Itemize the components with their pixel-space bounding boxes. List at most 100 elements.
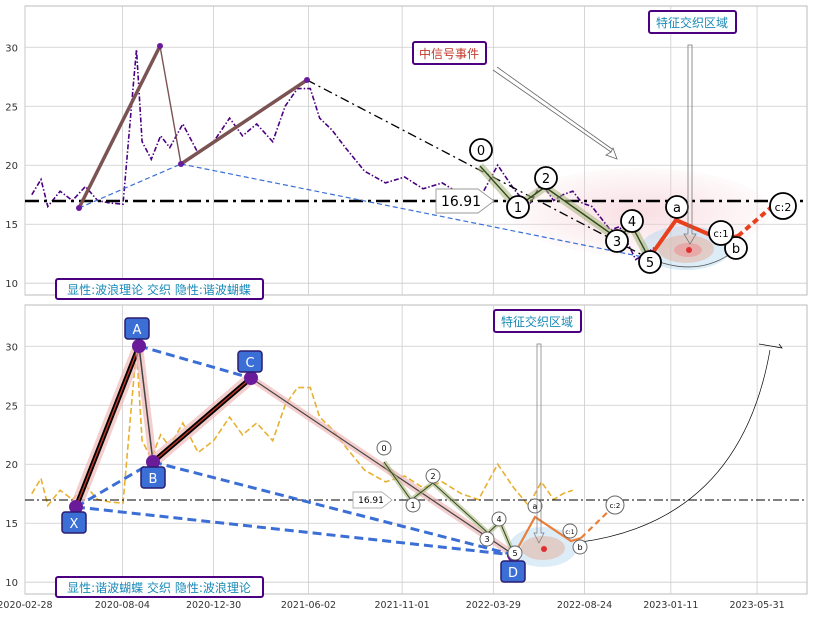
bottom-label-a: A bbox=[124, 317, 150, 340]
bottom-wave-label-1-text: 1 bbox=[410, 501, 415, 510]
top-wave-labels: 0 1 2 3 4 5 a b c:1 c:2 bbox=[469, 138, 797, 274]
bottom-wave-label-c2: c:2 bbox=[605, 495, 625, 515]
top-wave-label-1-text: 1 bbox=[514, 201, 522, 216]
bottom-label-x: X bbox=[61, 511, 87, 534]
bottom-wave-label-3-text: 3 bbox=[484, 535, 489, 544]
bottom-wave-label-5: 5 bbox=[507, 545, 523, 561]
bottom-wave-structure bbox=[381, 343, 783, 556]
bottom-curve-head bbox=[758, 343, 783, 349]
top-wave-label-2: 2 bbox=[534, 166, 558, 190]
top-ytick-label-0: 10 bbox=[5, 279, 18, 290]
top-wave-label-a: a bbox=[665, 195, 689, 219]
bottom-leg-bc-inner bbox=[152, 377, 252, 463]
top-point-a bbox=[157, 43, 163, 49]
top-wave-label-c2: c:2 bbox=[769, 192, 797, 220]
x-ticks: 2020-02-28 2020-08-04 2020-12-30 2021-06-02… bbox=[0, 600, 785, 611]
top-zone-annotation: 特征交织区域 bbox=[648, 10, 737, 245]
bottom-wave-labels: 0 1 2 3 4 5 a b c:1 c:2 bbox=[376, 440, 625, 561]
bottom-wave-label-b-text: b bbox=[577, 543, 582, 552]
top-wave-label-5-text: 5 bbox=[646, 256, 654, 271]
bottom-caption: 显性:谐波蝴蝶 交织 隐性:波浪理论 bbox=[55, 576, 264, 598]
top-caption-text: 显性:波浪理论 交织 隐性:谐波蝴蝶 bbox=[67, 282, 251, 297]
top-point-b bbox=[178, 161, 184, 167]
top-leg-bd bbox=[180, 163, 649, 259]
bottom-price-tag-text: 16.91 bbox=[358, 496, 384, 506]
top-wave-label-2-text: 2 bbox=[542, 172, 550, 187]
bottom-wave-label-0-text: 0 bbox=[381, 444, 386, 453]
top-leg-xb bbox=[78, 163, 182, 209]
bottom-wave-label-5-text: 5 bbox=[512, 549, 517, 558]
top-wave-label-c1-text: c:1 bbox=[713, 229, 728, 240]
bottom-wave-label-1: 1 bbox=[405, 497, 421, 513]
bottom-wave-label-c1-text: c:1 bbox=[565, 529, 574, 536]
bottom-label-x-text: X bbox=[70, 517, 79, 532]
bottom-wave-label-4-text: 4 bbox=[496, 515, 501, 524]
bot-ytick-label-1: 15 bbox=[5, 519, 18, 530]
bottom-wave-label-2: 2 bbox=[425, 468, 441, 484]
top-wave-label-0-text: 0 bbox=[477, 144, 485, 159]
bottom-point-x bbox=[69, 500, 83, 514]
top-wave-label-5: 5 bbox=[638, 250, 662, 274]
bottom-leg-xd bbox=[75, 505, 515, 557]
bot-ytick-label-3: 25 bbox=[5, 401, 18, 412]
top-zone-text: 特征交织区域 bbox=[656, 15, 728, 30]
bot-ytick-label-2: 20 bbox=[5, 460, 18, 471]
bottom-wave-label-c2-text: c:2 bbox=[610, 502, 621, 510]
top-price-tag-text: 16.91 bbox=[441, 194, 481, 210]
bottom-label-b-text: B bbox=[149, 472, 158, 487]
bottom-c2-line bbox=[580, 504, 616, 539]
bottom-label-b: B bbox=[140, 466, 166, 489]
bot-ytick-label-0: 10 bbox=[5, 578, 18, 589]
top-y-ticks: 10 15 20 25 30 bbox=[5, 43, 18, 290]
top-wave-label-4-text: 4 bbox=[628, 215, 636, 230]
bottom-zone-arrow bbox=[533, 343, 545, 544]
xtick-label-7: 2023-01-11 bbox=[643, 600, 698, 611]
bottom-leg-ab bbox=[138, 345, 154, 463]
top-wave-label-c1: c:1 bbox=[708, 220, 734, 246]
bottom-abc-line bbox=[513, 515, 582, 556]
bottom-leg-ac bbox=[138, 344, 252, 380]
bottom-leg-cd bbox=[250, 377, 515, 556]
top-zone-dot bbox=[686, 247, 692, 253]
bottom-wave-label-2-text: 2 bbox=[430, 472, 435, 481]
bottom-series bbox=[31, 348, 574, 508]
bottom-wave-label-a-text: a bbox=[533, 502, 538, 511]
bottom-wave-label-c1: c:1 bbox=[562, 523, 578, 539]
top-ytick-label-1: 15 bbox=[5, 220, 18, 231]
xtick-label-8: 2023-05-31 bbox=[729, 600, 784, 611]
top-wave-label-3-text: 3 bbox=[613, 235, 621, 250]
bottom-label-d: D bbox=[500, 560, 526, 583]
top-wave-label-b: b bbox=[724, 236, 748, 260]
bottom-label-c-text: C bbox=[245, 356, 254, 371]
xtick-label-6: 2022-08-24 bbox=[557, 600, 612, 611]
top-signal-arrow bbox=[492, 69, 618, 160]
top-price-tag: 16.91 bbox=[435, 188, 495, 214]
bottom-leg-xb bbox=[75, 460, 154, 509]
bottom-zone-text: 特征交织区域 bbox=[501, 314, 573, 329]
bottom-label-c: C bbox=[237, 350, 263, 373]
top-point-c bbox=[304, 77, 310, 83]
bottom-wave-label-0: 0 bbox=[376, 440, 392, 456]
bottom-wave-label-4: 4 bbox=[491, 511, 507, 527]
bottom-label-d-text: D bbox=[508, 566, 518, 581]
bottom-label-a-text: A bbox=[133, 323, 142, 338]
bottom-wave-label-b: b bbox=[572, 539, 588, 555]
top-signal-annotation: 中信号事件 bbox=[412, 41, 618, 160]
bottom-leg-xa-inner bbox=[75, 345, 140, 508]
bottom-wave-line bbox=[383, 461, 515, 556]
bottom-point-a bbox=[132, 339, 146, 353]
xtick-label-2: 2020-12-30 bbox=[186, 600, 241, 611]
top-ytick-label-3: 25 bbox=[5, 102, 18, 113]
top-price-line bbox=[31, 49, 655, 261]
bottom-point-b bbox=[146, 455, 160, 469]
xtick-label-5: 2022-03-29 bbox=[466, 600, 521, 611]
top-wave-label-1: 1 bbox=[506, 195, 530, 219]
top-wave-label-0: 0 bbox=[469, 138, 493, 162]
top-ytick-label-4: 30 bbox=[5, 43, 18, 54]
bottom-zone-dot bbox=[541, 546, 547, 552]
top-wave-label-3: 3 bbox=[605, 229, 629, 253]
top-point-x bbox=[76, 205, 82, 211]
xtick-label-0: 2020-02-28 bbox=[0, 600, 53, 611]
xtick-label-4: 2021-11-01 bbox=[375, 600, 430, 611]
